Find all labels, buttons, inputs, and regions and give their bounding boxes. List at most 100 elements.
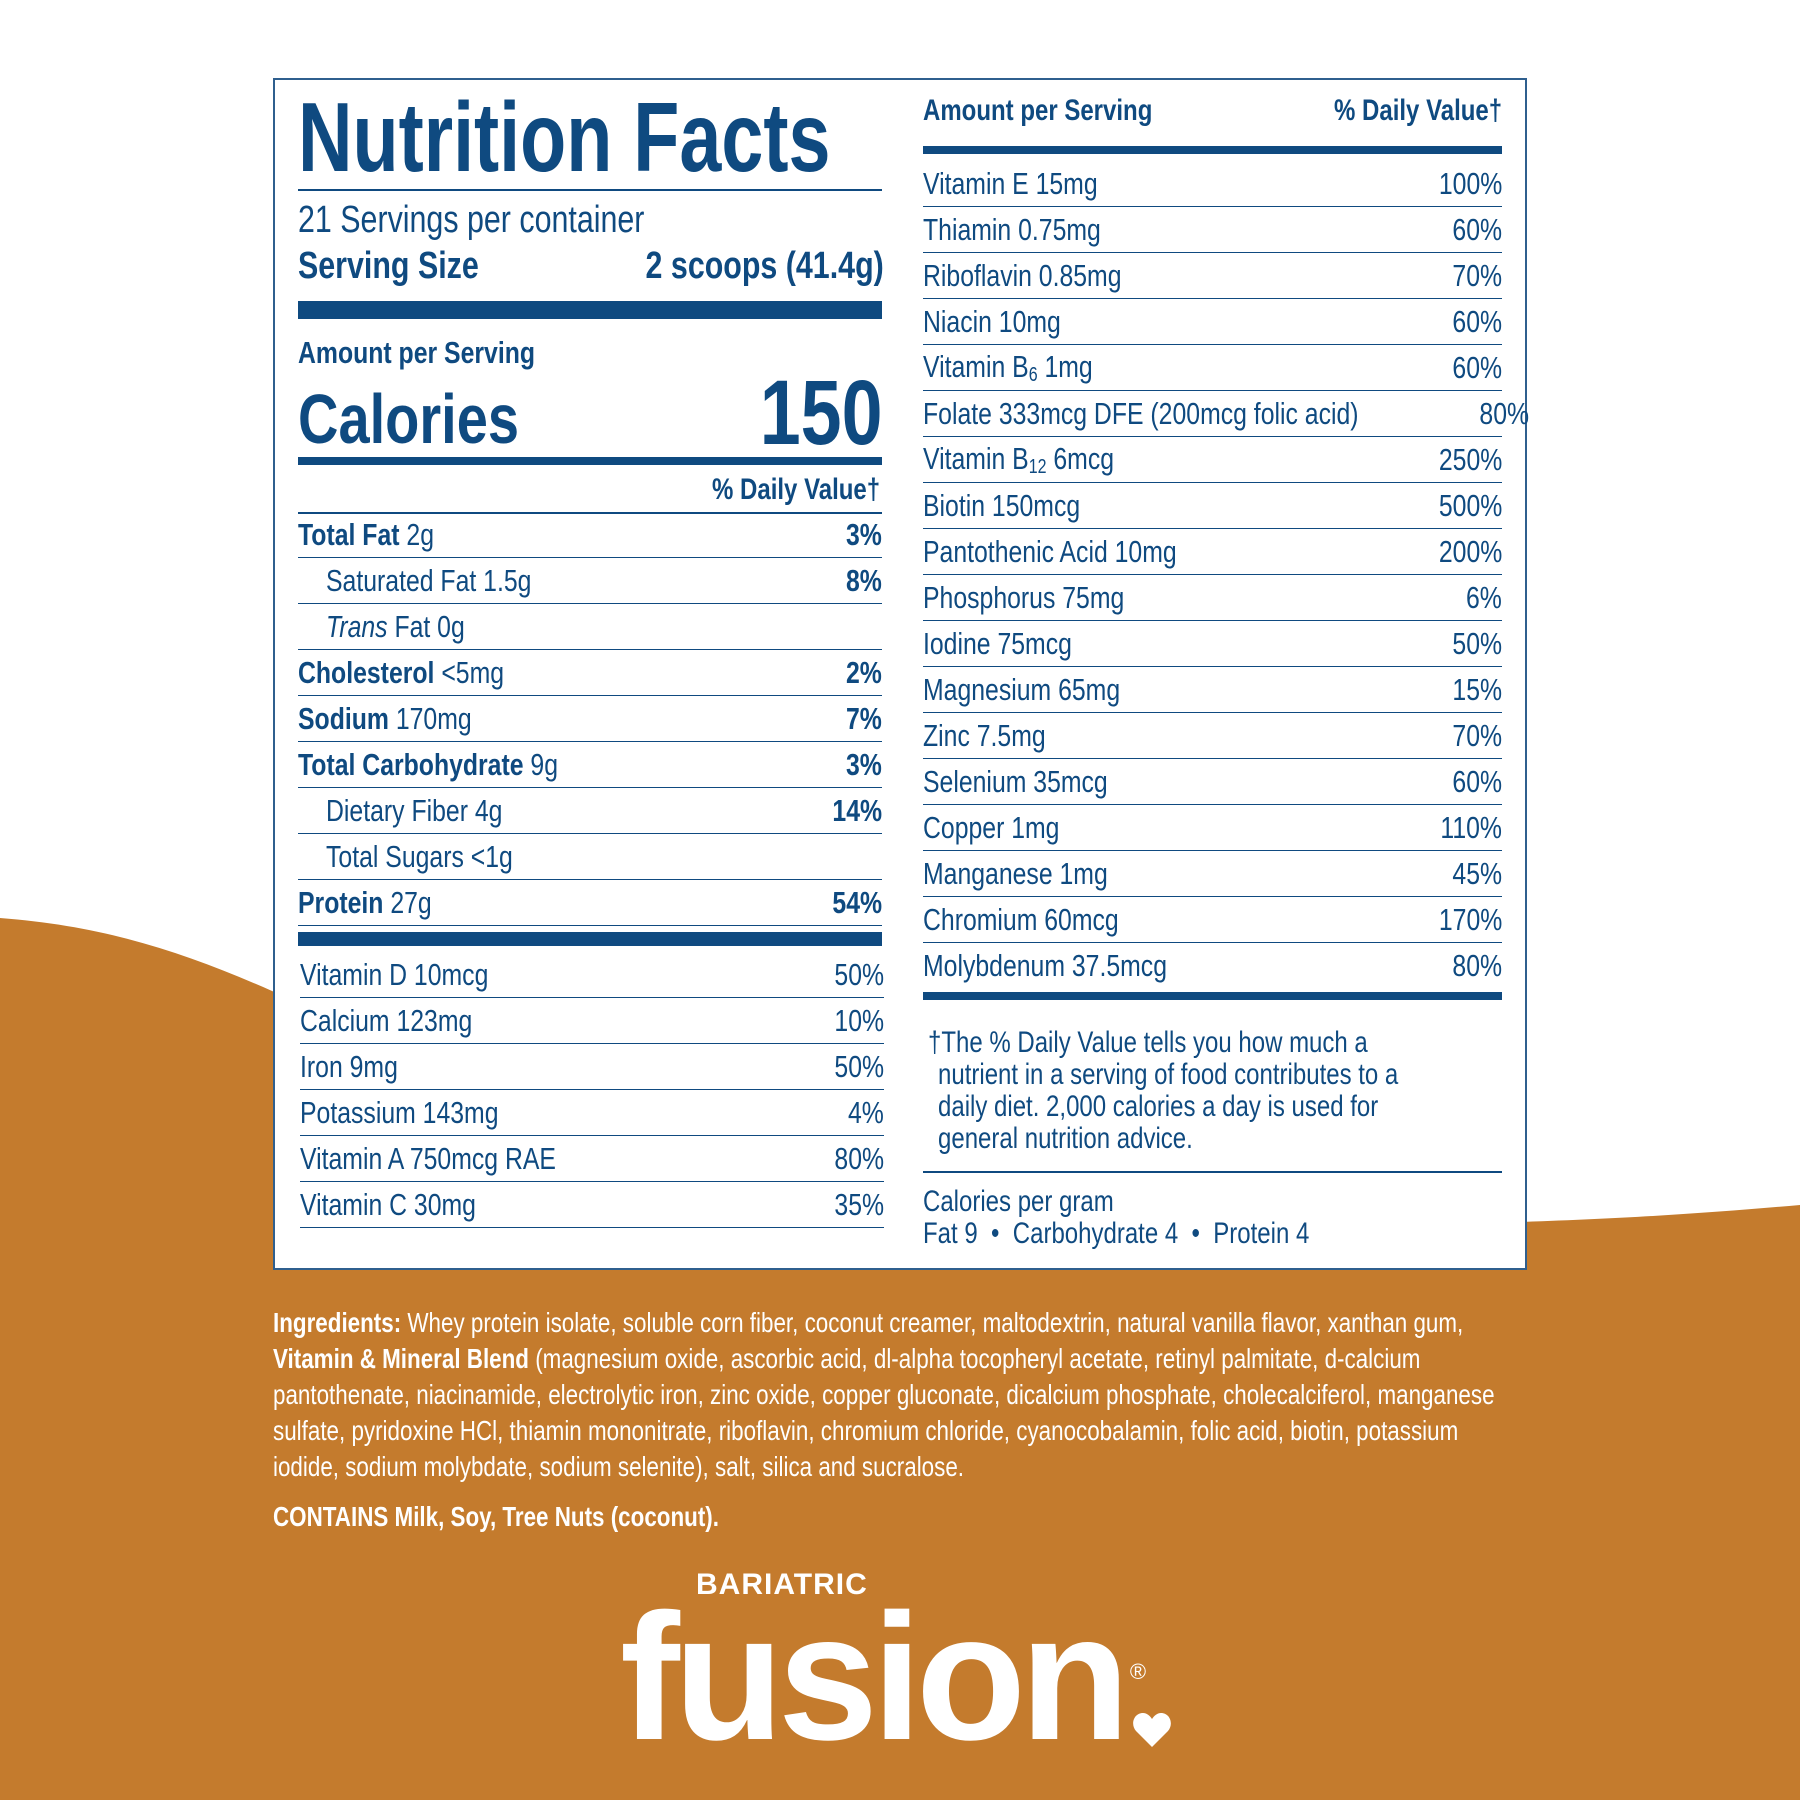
vitamin-name: Folate 333mcg DFE (200mcg folic acid) [923, 395, 1359, 431]
vitamin-daily-value: 50% [834, 956, 884, 992]
vitamin-row: Vitamin B12 6mcg 250% [923, 437, 1502, 483]
nutrient-amount: <5mg [441, 654, 505, 690]
vitamin-row: Niacin 10mg 60% [923, 299, 1502, 345]
vitamin-name: Riboflavin 0.85mg [923, 257, 1122, 293]
vitamin-daily-value: 50% [834, 1048, 884, 1084]
nutrient-row: Total Carbohydrate 9g 3% [298, 742, 882, 788]
thick-divider [298, 932, 882, 946]
divider [298, 512, 882, 514]
vitamin-name: Vitamin B6 1mg [923, 348, 1093, 386]
vitamin-daily-value: 200% [1438, 533, 1502, 569]
nutrient-amount: 9g [530, 746, 559, 782]
vitamin-row: Biotin 150mcg 500% [923, 483, 1502, 529]
nutrient-row: Protein 27g 54% [298, 880, 882, 926]
nutrient-name: Protein [298, 884, 384, 920]
medium-divider [298, 457, 882, 465]
vitamin-row: Vitamin C 30mg 35% [300, 1182, 884, 1228]
vitamin-daily-value: 110% [1440, 809, 1502, 845]
vitamin-daily-value: 60% [1452, 303, 1502, 339]
vitamin-name: Chromium 60mcg [923, 901, 1119, 937]
vitamin-name: Molybdenum 37.5mcg [923, 948, 1167, 983]
vitamin-row: Calcium 123mg 10% [300, 998, 884, 1044]
registered-mark: ® [1129, 1659, 1147, 1684]
vitamin-name: Pantothenic Acid 10mg [923, 533, 1177, 569]
vitamin-daily-value: 60% [1452, 211, 1502, 247]
amount-per-serving: Amount per Serving [298, 335, 536, 370]
serving-size: Serving Size 2 scoops (41.4g) [298, 245, 884, 287]
vitamin-row: Phosphorus 75mg 6% [923, 575, 1502, 621]
vitamin-daily-value: 70% [1452, 717, 1502, 753]
nutrient-amount: 2g [406, 516, 434, 552]
nutrition-facts-panel [273, 78, 1527, 1270]
nutrient-name: Saturated Fat 1.5g [326, 562, 532, 598]
vitamin-daily-value: 70% [1452, 257, 1502, 293]
vitamin-daily-value: 10% [834, 1002, 884, 1038]
vitamin-daily-value: 6% [1466, 579, 1502, 615]
nutrient-row: Sodium 170mg 7% [298, 696, 882, 742]
nutrient-row: Trans Fat 0g [298, 604, 882, 650]
heart-icon [1133, 1713, 1171, 1747]
nutrient-daily-value: 54% [832, 884, 882, 920]
nutrient-name: Trans [326, 608, 388, 644]
nutrient-amount: 170mg [395, 700, 472, 736]
vitamin-name: Phosphorus 75mg [923, 579, 1125, 615]
vitamin-name: Vitamin A 750mcg RAE [300, 1140, 556, 1176]
vitamin-name: Niacin 10mg [923, 303, 1061, 339]
nutrient-row: Cholesterol <5mg 2% [298, 650, 882, 696]
nutrient-daily-value: 7% [846, 700, 882, 736]
nutrient-daily-value: 14% [832, 792, 882, 828]
vitamin-name: Vitamin D 10mcg [300, 956, 489, 992]
vitamin-name: Manganese 1mg [923, 855, 1108, 891]
vitamin-name: Thiamin 0.75mg [923, 211, 1101, 247]
vitamin-row: Riboflavin 0.85mg 70% [923, 253, 1502, 299]
vitamin-row: Vitamin E 15mg 100% [923, 161, 1502, 207]
logo-fusion: fusion [620, 1577, 1130, 1778]
vitamin-row: Chromium 60mcg 170% [923, 897, 1502, 943]
vitamin-row: Potassium 143mg 4% [300, 1090, 884, 1136]
calories-per-gram: Calories per gram Fat 9 • Carbohydrate 4… [923, 1185, 1310, 1250]
daily-value-header: % Daily Value† [711, 473, 880, 506]
vitamin-daily-value: 100% [1438, 165, 1502, 201]
vitamin-name: Calcium 123mg [300, 1002, 473, 1038]
daily-value-footnote: †The % Daily Value tells you how much a … [928, 1026, 1399, 1155]
vitamin-daily-value: 80% [834, 1140, 884, 1176]
vitamin-row: Pantothenic Acid 10mg 200% [923, 529, 1502, 575]
divider [298, 189, 882, 191]
vitamin-row: Zinc 7.5mg 70% [923, 713, 1502, 759]
vitamin-name: Biotin 150mcg [923, 487, 1081, 523]
nutrient-name: Cholesterol [298, 654, 435, 690]
vitamin-name: Iron 9mg [300, 1048, 398, 1084]
nutrient-row: Total Sugars <1g [298, 834, 882, 880]
vitamin-row: Iron 9mg 50% [300, 1044, 884, 1090]
vitamin-daily-value: 45% [1452, 855, 1502, 891]
vitamin-daily-value: 60% [1452, 763, 1502, 799]
vitamin-row: Vitamin D 10mcg 50% [300, 952, 884, 998]
servings-per-container: 21 Servings per container [298, 199, 645, 241]
vitamin-name: Vitamin B12 6mcg [923, 440, 1115, 478]
allergen-statement: CONTAINS Milk, Soy, Tree Nuts (coconut). [273, 1501, 719, 1532]
nutrient-daily-value: 3% [846, 746, 882, 782]
ingredients: Ingredients: Whey protein isolate, solub… [273, 1305, 1521, 1535]
nutrient-name: Sodium [298, 700, 389, 736]
nutrient-row: Saturated Fat 1.5g 8% [298, 558, 882, 604]
vitamin-daily-value: 15% [1452, 671, 1502, 707]
vitamin-daily-value: 170% [1438, 901, 1502, 937]
vitamin-name: Vitamin C 30mg [300, 1186, 476, 1222]
vitamin-row: Vitamin A 750mcg RAE 80% [300, 1136, 884, 1182]
medium-divider [923, 992, 1502, 1000]
vitamin-name: Iodine 75mcg [923, 625, 1072, 661]
calories-value: 150 [759, 362, 882, 464]
vitamin-row: Iodine 75mcg 50% [923, 621, 1502, 667]
nutrient-daily-value: 2% [846, 654, 882, 690]
vitamin-daily-value: 80% [1452, 948, 1502, 983]
vitamin-daily-value: 60% [1452, 349, 1502, 385]
medium-divider [923, 146, 1502, 154]
vitamin-row: Folate 333mcg DFE (200mcg folic acid) 80% [923, 391, 1529, 437]
vitamin-row: Magnesium 65mg 15% [923, 667, 1502, 713]
nutrient-name: Total Fat [298, 516, 400, 552]
vitamin-row: Selenium 35mcg 60% [923, 759, 1502, 805]
vitamin-row: Manganese 1mg 45% [923, 851, 1502, 897]
vitamin-daily-value: 35% [834, 1186, 884, 1222]
nutrient-daily-value: 3% [846, 516, 882, 552]
vitamin-daily-value: 80% [1479, 395, 1530, 431]
